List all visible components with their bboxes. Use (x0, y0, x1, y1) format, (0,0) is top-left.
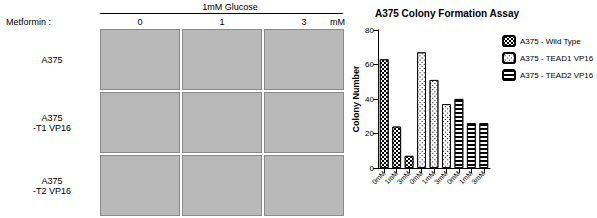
html-text:A375: A375 (41, 176, 63, 186)
svg-text:A375 - Wild Type: A375 - Wild Type (520, 37, 581, 46)
html-text:0: 0 (137, 17, 143, 27)
svg-text:0mM: 0mM (445, 169, 462, 186)
svg-text:Colony Number: Colony Number (351, 65, 361, 133)
html-text:1mM Glucose: 1mM Glucose (202, 2, 258, 12)
html-text:A375: A375 (41, 55, 63, 65)
svg-text:40: 40 (365, 95, 374, 104)
svg-text:3mM: 3mM (395, 169, 412, 186)
svg-text:0: 0 (370, 164, 375, 173)
html-text:-T2 VP16: -T2 VP16 (33, 186, 71, 196)
svg-text:A375 - TEAD1 VP16: A375 - TEAD1 VP16 (520, 54, 594, 63)
svg-text:3mM: 3mM (470, 169, 486, 185)
svg-text:20: 20 (365, 129, 374, 138)
html-text:A375: A375 (41, 113, 63, 123)
svg-text:1mM: 1mM (457, 169, 474, 186)
svg-text:1mM: 1mM (383, 169, 400, 186)
svg-text:80: 80 (365, 26, 374, 35)
html-text:-T1 VP16: -T1 VP16 (33, 123, 71, 133)
svg-text:60: 60 (365, 60, 374, 69)
html-text:mM: mM (330, 17, 345, 27)
svg-text:0mM: 0mM (408, 169, 424, 186)
svg-text:1mM: 1mM (420, 169, 437, 186)
svg-text:3mM: 3mM (433, 169, 449, 186)
svg-text:0mM: 0mM (370, 169, 387, 186)
html-text:3: 3 (301, 17, 307, 27)
html-text:Metformin :: Metformin : (6, 17, 51, 27)
html-text:1: 1 (219, 17, 225, 27)
svg-text:A375 Colony Formation Assay: A375 Colony Formation Assay (375, 8, 520, 19)
svg-text:A375 - TEAD2 VP16: A375 - TEAD2 VP16 (520, 71, 594, 80)
